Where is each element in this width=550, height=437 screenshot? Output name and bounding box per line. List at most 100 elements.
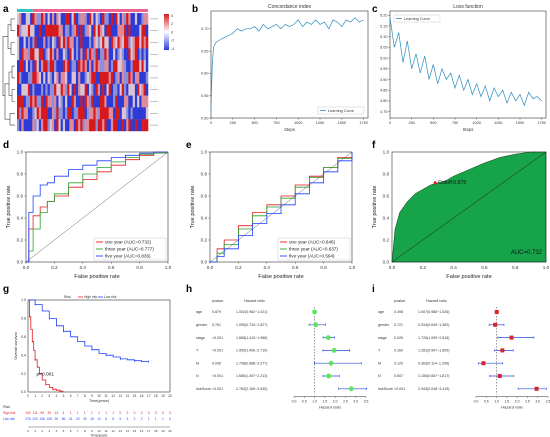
x-tick-label: 250 [408,121,414,125]
heatmap-cell [93,13,96,25]
heatmap-cell [73,48,77,61]
heatmap-cell [91,72,94,84]
heatmap-cell [51,72,55,84]
heatmap-cell [123,95,127,108]
heatmap-cell [115,24,118,37]
heatmap-cell [97,60,101,73]
heatmap-cell [119,107,123,120]
heatmap-cell [45,95,48,108]
heatmap-cell [17,119,20,132]
heatmap-cell [71,13,75,25]
heatmap-cell [86,83,90,96]
y-tick-label: 0.2 [383,238,390,243]
plot-frame [209,151,353,263]
heatmap-cell [32,60,35,73]
x-tick-label: 0.2 [420,265,427,270]
x-tick-label: 0.0 [23,265,30,270]
heatmap-cell [141,72,144,84]
heatmap-cell [71,36,75,49]
heatmap-cell [130,72,134,84]
heatmap-cell [134,107,138,120]
heatmap-cell [25,107,29,120]
x-tick-label: 0.0 [474,400,479,404]
heatmap-cell [108,24,112,37]
heatmap-cell [56,36,59,49]
heatmap-cell [139,107,142,120]
heatmap-cell [73,83,77,96]
heatmap-cell [30,107,33,120]
x-axis-label: Steps [463,127,474,132]
heatmap-cell [141,107,144,120]
heatmap-cell [89,107,92,120]
y-tick-label: 5.15 [380,24,387,28]
heatmap-cell [130,36,134,49]
heatmap-cell [139,48,142,61]
heatmap-cell [36,60,40,73]
heatmap-cell [78,48,81,61]
heatmap-cell [23,83,27,96]
heatmap-cell [123,83,127,96]
x-tick-label: 3.5 [546,400,550,404]
heatmap-cell [132,107,136,120]
heatmap-cell [137,83,140,96]
risk-table-count: 2 [141,417,143,421]
heatmap-cell [62,24,66,37]
heatmap-cell [123,72,127,84]
heatmap-cell [102,13,105,25]
heatmap-cell [60,48,64,61]
hazard-ratio-point [328,360,334,366]
heatmap-cell [121,13,125,25]
heatmap-cell [23,119,27,132]
heatmap-cell [69,72,72,84]
risk-table-count: 108 [47,417,53,421]
heatmap-cell [86,36,90,49]
heatmap-cell [102,72,105,84]
heatmap-cell [99,83,103,96]
y-tick-label: 0.2 [201,238,208,243]
panel-label-b: b [192,4,198,15]
x-tick-label: 14 [126,394,130,398]
heatmap-cell [58,107,61,120]
heatmap-cell [67,119,70,132]
auc-label: AUC=0.732 [511,250,543,256]
forest-row-pvalue: <0.001 [212,387,223,391]
heatmap-cell [17,24,20,37]
heatmap-cell [117,36,120,49]
heatmap-cell [17,107,20,120]
heatmap-cell [89,72,92,84]
heatmap-cell [49,119,53,132]
risk-table-title: Risk [3,405,10,409]
heatmap-cell [43,48,46,61]
heatmap-cell [25,13,29,25]
heatmap-cell [49,60,53,73]
heatmap-cell [102,36,105,49]
y-tick-label: 0.0 [201,260,208,265]
x-axis-label: Hazard ratio [501,405,524,410]
heatmap-cell [36,83,40,96]
forest-row-label: riskScore [378,387,393,391]
heatmap-cell [130,48,134,61]
heatmap-cell [43,24,46,37]
hazard-ratio-point [312,309,318,315]
heatmap-cell [102,107,105,120]
heatmap-cell [43,13,46,25]
heatmap-cell [19,60,22,73]
heatmap-cell [104,13,107,25]
heatmap-cell [80,119,83,132]
heatmap-cell [73,13,77,25]
risk-table-count: 0 [169,417,171,421]
x-tick-label: 13 [119,394,123,398]
heatmap-cell [134,36,138,49]
heatmap-cell [123,24,127,37]
risk-table-count: 1 [84,411,86,415]
risk-table-count: 0 [134,411,136,415]
hazard-ratio-point [494,310,499,314]
heatmap-cell [132,24,136,37]
heatmap-cell [108,95,112,108]
hazard-ratio-point [500,348,505,353]
x-tick-label: 2.5 [343,400,348,404]
dendrogram-branch [8,71,12,96]
heatmap-cell [21,95,24,108]
heatmap-cell [91,107,94,120]
heatmap-cell [106,107,109,120]
